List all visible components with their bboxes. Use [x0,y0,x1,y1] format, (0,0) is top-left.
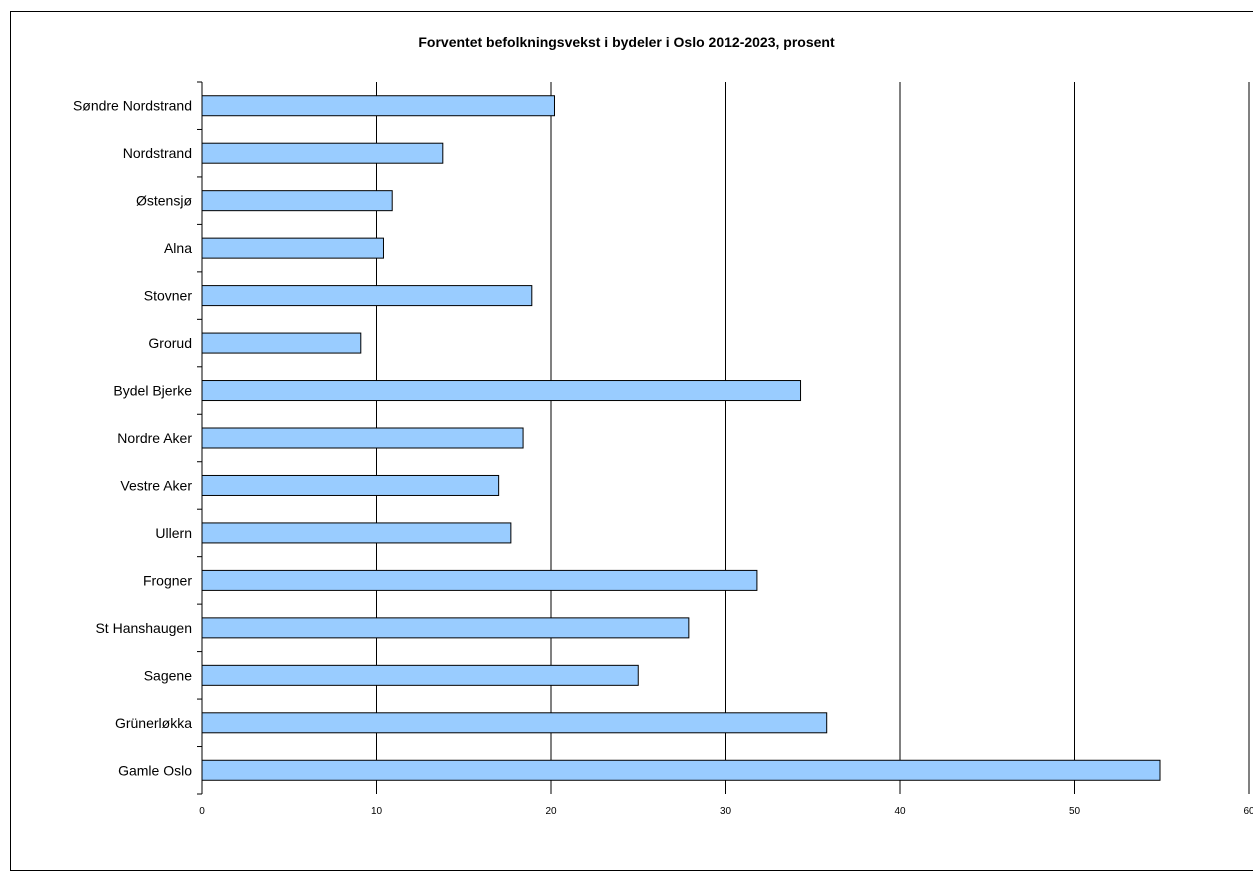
category-label: Søndre Nordstrand [73,98,192,114]
category-label: Bydel Bjerke [113,383,192,399]
bar [201,712,828,734]
category-label: Grünerløkka [115,715,192,731]
bar [201,190,393,212]
x-tick-label: 20 [545,806,557,817]
bar [201,617,690,639]
chart-title: Forventet befolkningsvekst i bydeler i O… [418,34,835,50]
category-label: Alna [164,240,192,256]
category-label: Grorud [148,335,192,351]
category-label: Sagene [144,667,192,683]
category-label: Gamle Oslo [118,762,192,778]
bar [201,332,362,354]
category-label: Frogner [143,572,192,588]
category-label: Ullern [155,525,192,541]
bar [201,380,802,402]
x-tick-label: 50 [1069,806,1081,817]
bar [201,427,524,449]
bar [201,285,533,307]
bar [201,522,512,544]
bar [201,664,639,686]
bar [201,95,555,117]
bar-chart: Søndre Nordstrand Nordstrand Østensjø Alna S… [73,81,1253,817]
x-tick-label: 30 [720,806,732,817]
category-label: Nordre Aker [117,430,192,446]
category-label: Vestre Aker [120,477,192,493]
category-label: Stovner [144,288,193,304]
category-label: Østensjø [136,193,192,209]
category-label: Nordstrand [123,145,192,161]
bar [201,142,444,164]
bar [201,474,500,496]
x-tick-label: 40 [894,806,906,817]
x-tick-label: 60 [1243,806,1253,817]
bar [201,237,384,259]
category-label: St Hanshaugen [95,620,192,636]
x-tick-label: 10 [371,806,383,817]
x-tick-label: 0 [199,806,205,817]
bar [201,569,758,591]
bar [201,759,1161,781]
